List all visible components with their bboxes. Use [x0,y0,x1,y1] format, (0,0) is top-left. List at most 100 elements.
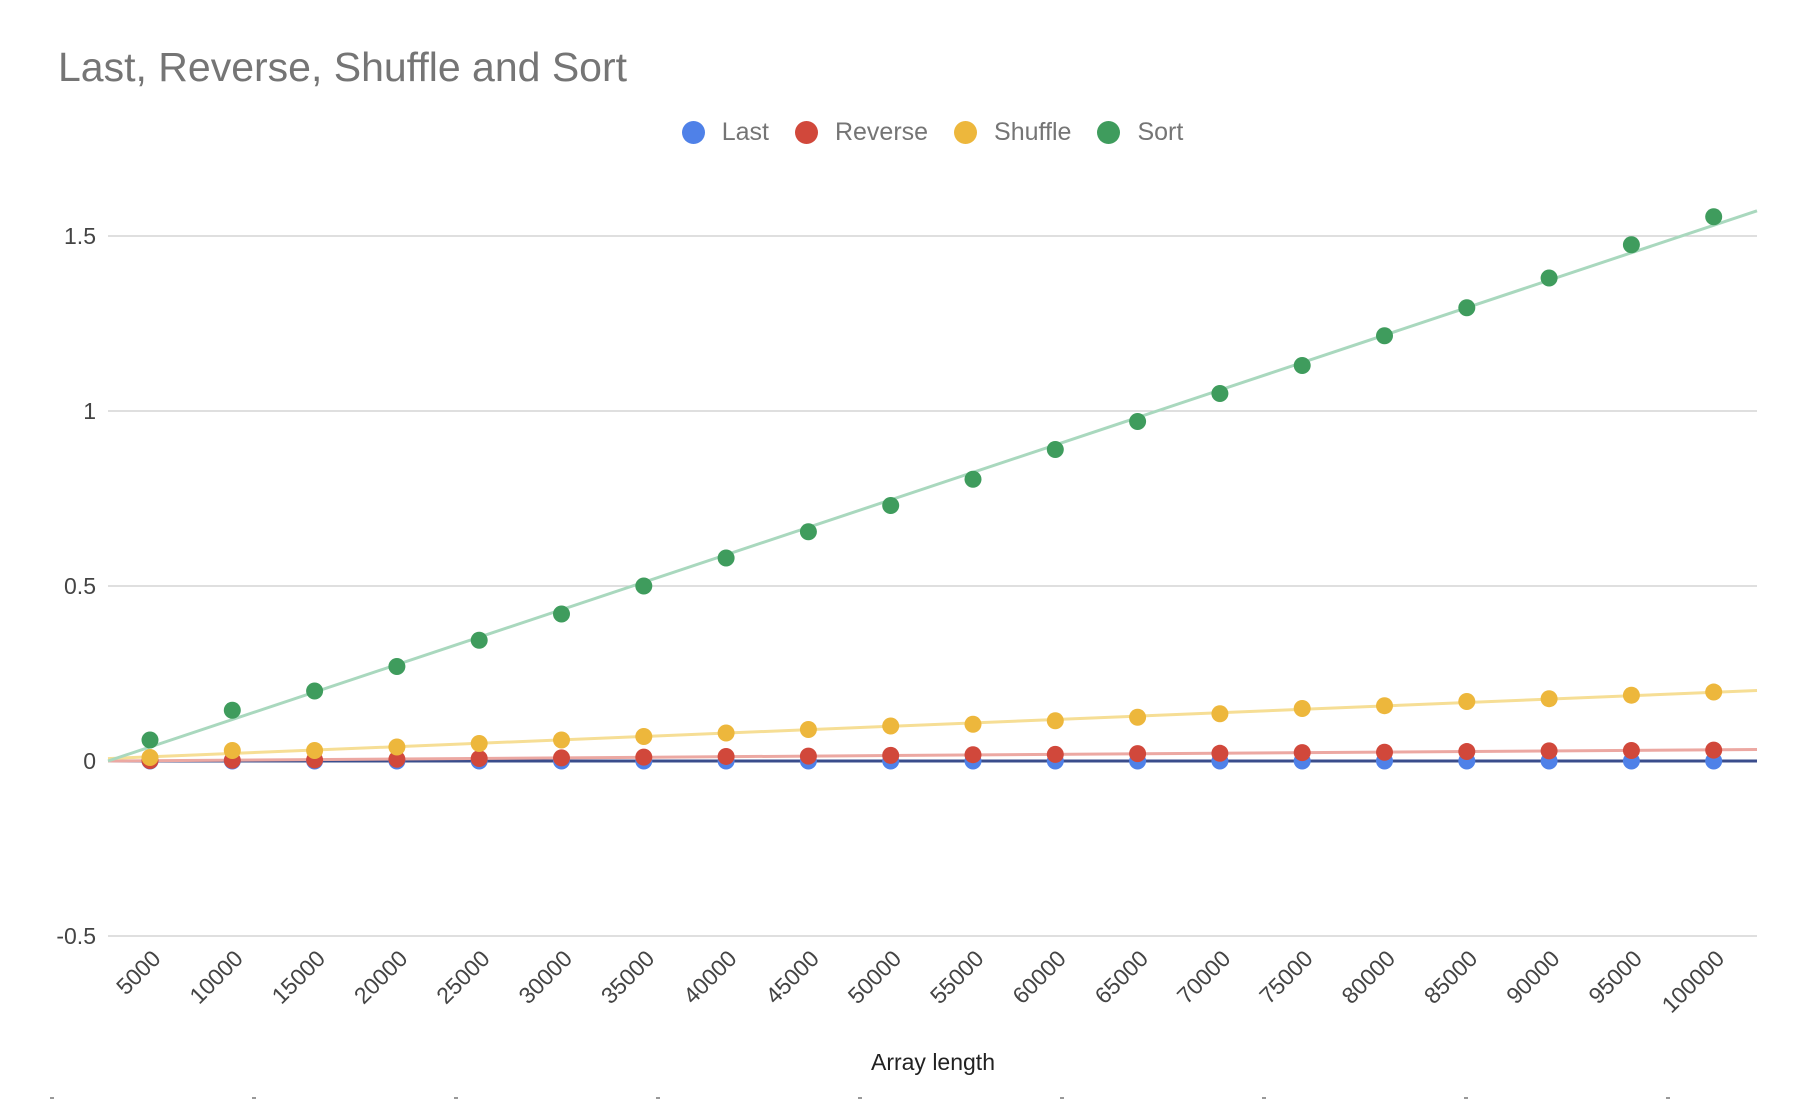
x-tick-label: 30000 [513,945,577,1009]
data-point-shuffle [635,728,653,745]
legend-swatch [1097,121,1121,144]
data-point-sort [964,470,982,488]
x-tick-label: 85000 [1419,945,1483,1009]
data-point-shuffle [1376,697,1393,715]
x-tick-label: 25000 [431,945,495,1009]
y-tick-label: 1.5 [64,223,96,249]
data-point-sort [141,731,159,749]
data-point-shuffle [1211,705,1229,723]
trendline-reverse [107,748,1758,763]
data-point-reverse [1622,742,1640,759]
data-point-shuffle [1046,712,1064,730]
data-point-shuffle [388,738,406,756]
data-point-reverse [799,747,817,765]
data-point-sort [1705,208,1723,226]
data-point-sort [223,701,241,719]
x-tick-label: 10000 [184,945,248,1009]
legend-swatch [681,121,705,144]
legend-label: Sort [1137,118,1184,146]
x-tick-label: 95000 [1583,945,1647,1009]
data-point-shuffle [717,724,735,742]
data-point-shuffle [1540,690,1558,708]
data-point-shuffle [1458,693,1476,710]
data-point-reverse [1540,742,1558,760]
x-tick-label: 80000 [1336,945,1400,1009]
data-point-reverse [1705,741,1723,759]
chart-title: Last, Reverse, Shuffle and Sort [58,44,628,90]
data-point-shuffle [1705,683,1723,701]
data-point-shuffle [964,715,982,733]
data-point-sort [717,549,735,567]
data-point-sort [1129,413,1147,430]
data-point-shuffle [1293,700,1311,717]
data-point-sort [1211,385,1229,402]
data-point-sort [306,682,324,700]
data-point-shuffle [553,731,570,749]
data-point-reverse [1129,745,1147,763]
y-tick-label: 1 [83,398,96,424]
data-point-reverse [1293,744,1311,762]
trendline-shuffle [107,689,1758,761]
y-tick-label: 0.5 [64,573,96,599]
data-point-sort [1622,236,1640,254]
legend-label: Reverse [834,118,929,146]
data-point-sort [1458,299,1476,317]
data-point-shuffle [1129,708,1147,726]
legend-item-reverse: Reverse [794,118,929,147]
x-axis-title: Array length [871,1049,995,1075]
legend-item-sort: Sort [1097,118,1183,147]
data-point-shuffle [882,717,900,735]
x-tick-label: 90000 [1501,945,1565,1009]
x-tick-label: 55000 [925,945,989,1009]
x-tick-label: 100000 [1657,945,1730,1018]
data-point-shuffle [223,742,241,759]
legend-swatch [954,121,978,144]
x-tick-label: 45000 [760,945,824,1009]
legend-item-shuffle: Shuffle [954,118,1071,147]
x-tick-label: 75000 [1254,945,1318,1009]
legend-label: Last [721,118,769,146]
x-tick-label: 5000 [111,945,166,1000]
data-point-sort [553,605,570,623]
data-point-reverse [470,750,488,768]
data-point-shuffle [470,735,488,752]
data-point-shuffle [1622,686,1640,704]
data-point-reverse [1211,744,1229,762]
data-point-sort [799,523,817,541]
x-tick-label: 40000 [678,945,742,1009]
data-point-sort [1540,269,1558,287]
data-point-shuffle [141,749,159,766]
legend-item-last: Last [681,118,769,147]
y-tick-label: -0.5 [56,923,96,949]
legend-label: Shuffle [994,118,1072,146]
data-point-reverse [717,747,735,765]
x-tick-label: 50000 [843,945,907,1009]
chart-legend: Last Reverse Shuffle Sort [0,118,1816,147]
data-point-sort [882,497,900,514]
data-point-sort [1046,441,1064,458]
data-point-reverse [882,746,900,764]
legend-swatch [794,121,818,144]
y-tick-label: 0 [83,748,96,774]
data-point-sort [388,658,406,675]
x-tick-label: 65000 [1090,945,1154,1009]
x-tick-label: 70000 [1172,945,1236,1009]
data-point-reverse [388,750,406,768]
data-point-reverse [964,746,982,764]
data-point-sort [635,577,653,595]
data-point-shuffle [799,721,817,738]
data-point-reverse [1376,743,1393,761]
x-tick-label: 20000 [349,945,413,1009]
data-point-sort [470,631,488,649]
data-point-reverse [1046,745,1064,763]
data-point-sort [1376,327,1393,345]
x-tick-label: 60000 [1007,945,1071,1009]
x-tick-label: 35000 [596,945,660,1009]
data-point-shuffle [306,742,324,759]
data-point-sort [1293,357,1311,374]
data-point-reverse [553,749,570,767]
x-tick-label: 15000 [267,945,331,1009]
data-point-reverse [1458,743,1476,761]
